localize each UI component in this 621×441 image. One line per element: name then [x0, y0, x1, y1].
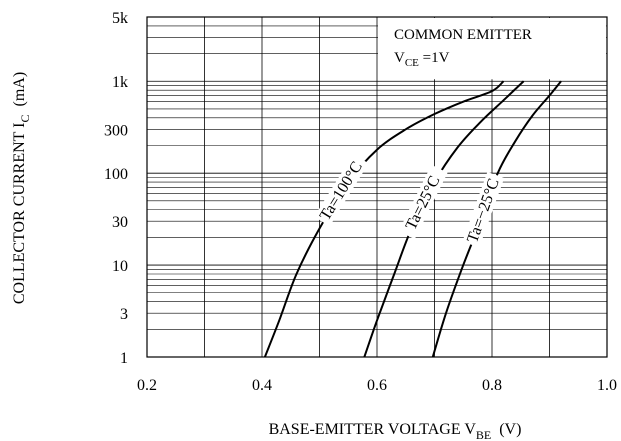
- x-tick-label: 0.4: [252, 377, 272, 394]
- y-tick-label: 1k: [112, 74, 128, 91]
- y-tick-label: 10: [112, 258, 128, 275]
- x-tick-label: 0.6: [367, 377, 387, 394]
- series-label: Ta=100°C: [317, 159, 366, 224]
- annotation-line1: COMMON EMITTER: [394, 27, 532, 43]
- plot-frame: [146, 16, 608, 358]
- x-tick-label: 0.8: [482, 377, 502, 394]
- y-axis-label: COLLECTOR CURRENT IC(mA): [11, 72, 32, 304]
- series-label-background: [398, 164, 448, 240]
- series-line: [263, 80, 505, 358]
- x-axis-label: BASE-EMITTER VOLTAGE VBE (V): [269, 421, 522, 441]
- x-tick-label: 1.0: [597, 377, 617, 394]
- annotation-background: [378, 18, 606, 80]
- x-tick-label: 0.2: [137, 377, 157, 394]
- series-line: [363, 80, 525, 358]
- curves: Ta=100°C Ta=25°C Ta=−25°C: [263, 80, 562, 358]
- y-tick-label: 3: [120, 306, 128, 323]
- series-label-background: [462, 171, 505, 248]
- annotation: COMMON EMITTER VCE =1V: [378, 18, 606, 80]
- y-tick-label: 100: [104, 166, 128, 183]
- annotation-line2: VCE =1V: [394, 50, 450, 69]
- y-tick-label: 300: [104, 122, 128, 139]
- x-tick-labels: 0.2 0.4 0.6 0.8 1.0: [137, 377, 617, 394]
- series-line: [431, 80, 562, 358]
- series-label: Ta=−25°C: [464, 176, 503, 245]
- y-tick-label: 1: [120, 350, 128, 367]
- y-tick-labels: 1 3 10 30 100 300 1k 5k: [104, 10, 128, 367]
- series-label-background: [314, 153, 369, 227]
- y-tick-label: 30: [112, 214, 128, 231]
- y-tick-label: 5k: [112, 10, 128, 27]
